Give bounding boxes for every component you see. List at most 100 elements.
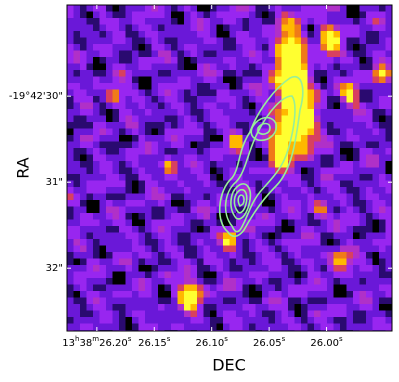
image-pixel xyxy=(112,226,120,233)
image-pixel xyxy=(229,96,237,103)
image-pixel xyxy=(353,174,360,181)
image-pixel xyxy=(294,219,302,227)
image-pixel xyxy=(151,284,159,292)
image-pixel xyxy=(236,5,243,12)
image-pixel xyxy=(366,193,373,201)
image-pixel xyxy=(255,239,263,246)
image-pixel xyxy=(372,245,380,253)
image-pixel xyxy=(203,265,211,272)
image-pixel xyxy=(249,174,256,181)
image-pixel xyxy=(151,317,159,324)
image-pixel xyxy=(164,11,172,19)
image-pixel xyxy=(216,109,224,116)
image-pixel xyxy=(145,57,152,64)
image-pixel xyxy=(86,24,94,32)
image-pixel xyxy=(112,70,120,77)
image-pixel xyxy=(112,102,120,110)
image-pixel xyxy=(236,271,243,279)
image-pixel xyxy=(359,167,367,175)
image-pixel xyxy=(385,271,393,279)
image-pixel xyxy=(151,96,159,103)
image-pixel xyxy=(171,11,178,19)
image-pixel xyxy=(216,154,224,162)
image-pixel xyxy=(216,304,224,311)
image-pixel xyxy=(112,297,120,305)
image-pixel xyxy=(67,96,74,103)
image-pixel xyxy=(314,50,321,58)
image-pixel xyxy=(275,278,282,285)
image-pixel xyxy=(119,135,126,142)
image-pixel xyxy=(203,11,211,19)
image-pixel xyxy=(223,76,230,84)
image-pixel xyxy=(327,206,334,214)
image-pixel xyxy=(372,115,380,123)
image-pixel xyxy=(333,271,341,279)
image-pixel xyxy=(151,148,159,155)
image-pixel xyxy=(164,89,172,97)
image-pixel xyxy=(314,135,321,142)
image-pixel xyxy=(132,148,139,155)
image-pixel xyxy=(151,219,159,227)
image-pixel xyxy=(112,291,120,298)
image-pixel xyxy=(203,109,211,116)
image-pixel xyxy=(67,24,74,32)
image-pixel xyxy=(320,154,328,162)
image-pixel xyxy=(151,122,159,129)
image-pixel xyxy=(372,252,380,259)
image-pixel xyxy=(372,11,380,19)
image-pixel xyxy=(366,271,373,279)
image-pixel xyxy=(99,148,107,155)
image-pixel xyxy=(210,206,217,214)
image-pixel xyxy=(86,135,94,142)
image-pixel xyxy=(307,226,315,233)
image-pixel xyxy=(379,239,386,246)
image-pixel xyxy=(164,161,172,168)
image-pixel xyxy=(275,161,282,168)
image-pixel xyxy=(314,63,321,71)
image-pixel xyxy=(112,50,120,58)
image-pixel xyxy=(125,11,133,19)
image-pixel xyxy=(177,109,185,116)
image-pixel xyxy=(86,206,94,214)
x-tick-label: 13h38m26.20s xyxy=(62,335,131,349)
image-pixel xyxy=(106,11,113,19)
image-pixel xyxy=(197,148,204,155)
image-pixel xyxy=(171,76,178,84)
image-pixel xyxy=(106,76,113,84)
image-pixel xyxy=(86,265,94,272)
image-pixel xyxy=(132,271,139,279)
image-pixel xyxy=(314,24,321,32)
image-pixel xyxy=(229,18,237,25)
image-pixel xyxy=(314,226,321,233)
image-pixel xyxy=(307,310,315,318)
image-pixel xyxy=(197,96,204,103)
image-pixel xyxy=(132,239,139,246)
image-pixel xyxy=(151,271,159,279)
image-pixel xyxy=(314,96,321,103)
image-pixel xyxy=(268,96,276,103)
image-pixel xyxy=(236,24,243,32)
image-pixel xyxy=(359,323,367,331)
image-pixel xyxy=(119,154,126,162)
image-pixel xyxy=(67,187,74,194)
image-pixel xyxy=(275,206,282,214)
image-pixel xyxy=(229,70,237,77)
image-pixel xyxy=(327,148,334,155)
image-pixel xyxy=(106,5,113,12)
image-pixel xyxy=(210,180,217,188)
image-pixel xyxy=(242,310,250,318)
image-pixel xyxy=(294,271,302,279)
image-pixel xyxy=(106,193,113,201)
image-pixel xyxy=(132,37,139,45)
image-pixel xyxy=(138,297,146,305)
image-pixel xyxy=(223,317,230,324)
image-pixel xyxy=(67,44,74,51)
image-pixel xyxy=(158,141,165,149)
image-pixel xyxy=(236,265,243,272)
image-pixel xyxy=(294,245,302,253)
image-pixel xyxy=(333,304,341,311)
image-pixel xyxy=(138,76,146,84)
image-pixel xyxy=(255,50,263,58)
image-pixel xyxy=(301,219,308,227)
